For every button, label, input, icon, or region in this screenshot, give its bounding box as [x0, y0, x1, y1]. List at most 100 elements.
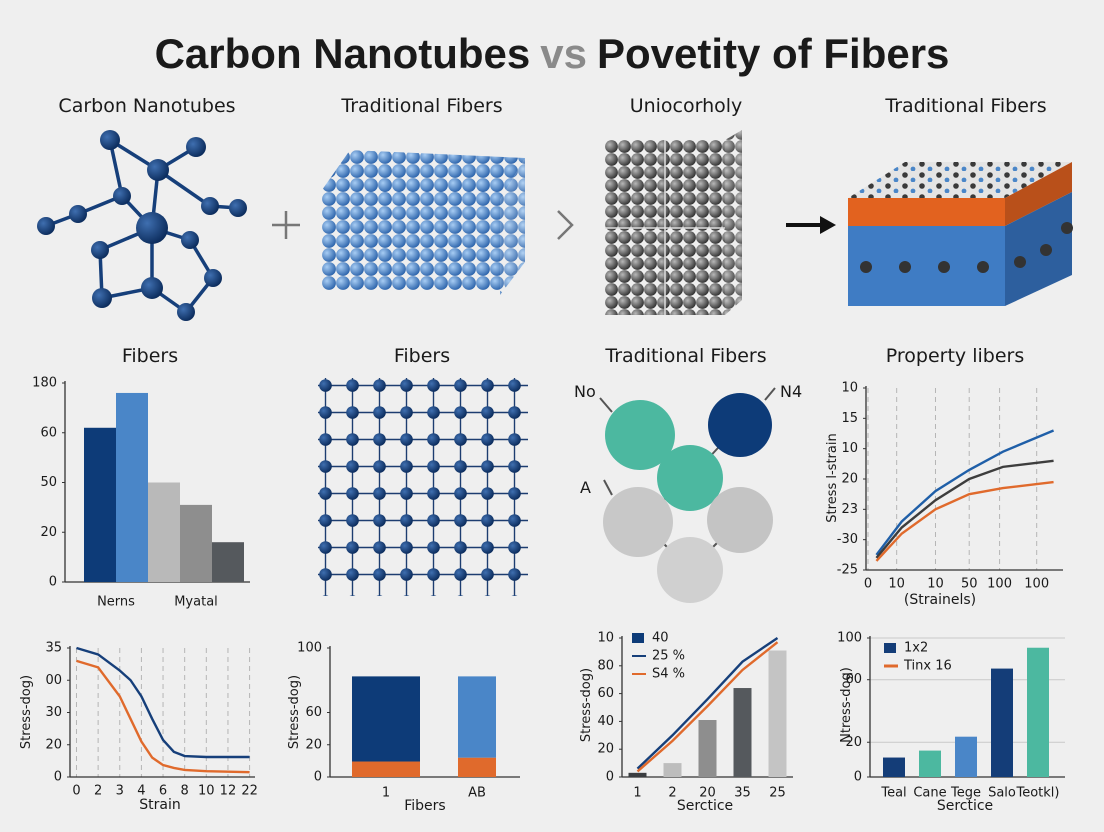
- panel-title: Property libers: [886, 345, 1024, 367]
- y-tick-label: 180: [32, 376, 57, 391]
- x-tick-label: 12: [220, 784, 237, 799]
- y-tick-label: 0: [314, 770, 322, 785]
- page-title: Carbon Nanotubes vs Povetity of Fibers: [155, 30, 950, 77]
- legend-swatch: [884, 643, 896, 653]
- y-tick-label: 0: [49, 575, 57, 590]
- panel-title: Carbon Nanotubes: [58, 95, 235, 117]
- legend-label: 1x2: [904, 641, 928, 656]
- panel-title: Traditional Fibers: [604, 345, 766, 367]
- bar: [733, 688, 752, 777]
- x-tick-label: 1: [633, 786, 641, 801]
- bar: [352, 761, 420, 777]
- arrow: [786, 216, 836, 234]
- bar: [180, 504, 212, 582]
- x-tick-label: 2: [94, 784, 102, 799]
- x-axis-label: Serctice: [677, 798, 733, 814]
- y-tick-label: 80: [597, 658, 614, 673]
- x-tick-label: Tege: [950, 786, 981, 801]
- y-tick-label: 0: [854, 770, 862, 785]
- x-tick-label: 8: [181, 784, 189, 799]
- bar: [148, 482, 180, 582]
- blue-sphere-cube: [322, 150, 525, 295]
- bar: [991, 668, 1013, 777]
- y-tick-label: 20: [597, 742, 614, 757]
- y-tick-label: 60: [305, 705, 322, 720]
- y-tick-label: 00: [45, 673, 62, 688]
- plus-sign: [272, 211, 300, 239]
- diagram-label: No: [574, 382, 596, 401]
- panel-title: Uniocorholy: [630, 95, 743, 117]
- y-tick-label: 35: [45, 641, 62, 656]
- y-tick-label: 60: [597, 686, 614, 701]
- network-grid: [318, 378, 528, 596]
- bar: [768, 650, 787, 777]
- bar: [883, 757, 905, 777]
- bar: [84, 427, 116, 582]
- bar: [1027, 647, 1049, 777]
- y-axis-label: Stress-dog): [287, 675, 302, 749]
- y-axis-label: Stress-dog): [579, 668, 594, 742]
- panel-title: Fibers: [394, 345, 450, 367]
- x-tick-label: 25: [769, 786, 786, 801]
- x-axis-label: (Strainels): [904, 592, 976, 608]
- title-part: Povetity of Fibers: [597, 30, 949, 77]
- x-tick-label: 4: [137, 784, 145, 799]
- bar: [352, 676, 420, 762]
- line: [76, 659, 250, 774]
- x-tick-label: Teal: [880, 786, 906, 801]
- x-tick-label: 10: [888, 577, 905, 592]
- bar: [212, 542, 244, 582]
- x-tick-label: 0: [72, 784, 80, 799]
- x-tick-label: 20: [699, 786, 716, 801]
- legend-label: 25 %: [652, 649, 685, 664]
- circle-diagram: No N4 A: [574, 382, 802, 603]
- x-tick-label: 2: [668, 786, 676, 801]
- x-tick-label: Nerns: [97, 595, 135, 610]
- y-tick-label: 0: [54, 770, 62, 785]
- y-tick-label: 20: [841, 472, 858, 487]
- bar: [698, 720, 717, 777]
- line: [76, 646, 250, 759]
- x-axis-label: Serctice: [937, 798, 993, 814]
- legend-label: 40: [652, 631, 669, 646]
- y-axis-label: Ntress-dog): [839, 667, 854, 743]
- x-tick-label: 10: [927, 577, 944, 592]
- y-tick-label: 20: [845, 735, 862, 750]
- x-tick-label: 50: [961, 577, 978, 592]
- x-tick-label: 100: [1024, 577, 1049, 592]
- bar: [458, 757, 496, 777]
- x-tick-label: 1: [382, 786, 390, 801]
- line: [875, 459, 1054, 559]
- legend-label: Tinx 16: [903, 659, 952, 674]
- panel-title: Traditional Fibers: [340, 95, 502, 117]
- x-tick-label: 3: [116, 784, 124, 799]
- bar: [116, 392, 148, 582]
- y-axis-label: Stress-dog): [19, 675, 34, 749]
- bar: [663, 763, 682, 777]
- bar: [458, 676, 496, 758]
- panel-title: Fibers: [122, 345, 178, 367]
- legend-label: S4 %: [652, 667, 685, 682]
- y-tick-label: -30: [837, 532, 858, 547]
- y-tick-label: 50: [40, 475, 57, 490]
- y-tick-label: 0: [606, 770, 614, 785]
- x-tick-label: 35: [734, 786, 751, 801]
- chevron: [557, 210, 574, 240]
- bar: [628, 772, 647, 777]
- y-tick-label: 100: [837, 631, 862, 646]
- legend-swatch: [632, 633, 644, 643]
- bar: [955, 736, 977, 777]
- x-tick-label: Salo: [988, 786, 1016, 801]
- y-tick-label: -25: [837, 563, 858, 578]
- y-tick-label: 10: [597, 631, 614, 646]
- diagram-label: A: [580, 478, 591, 497]
- title-part: Carbon Nanotubes: [155, 30, 531, 77]
- x-tick-label: AB: [468, 786, 486, 801]
- y-tick-label: 10: [841, 441, 858, 456]
- y-tick-label: 10: [841, 381, 858, 396]
- line: [875, 480, 1054, 562]
- y-tick-label: 20: [45, 737, 62, 752]
- bar: [919, 750, 941, 777]
- y-tick-label: 23: [841, 502, 858, 517]
